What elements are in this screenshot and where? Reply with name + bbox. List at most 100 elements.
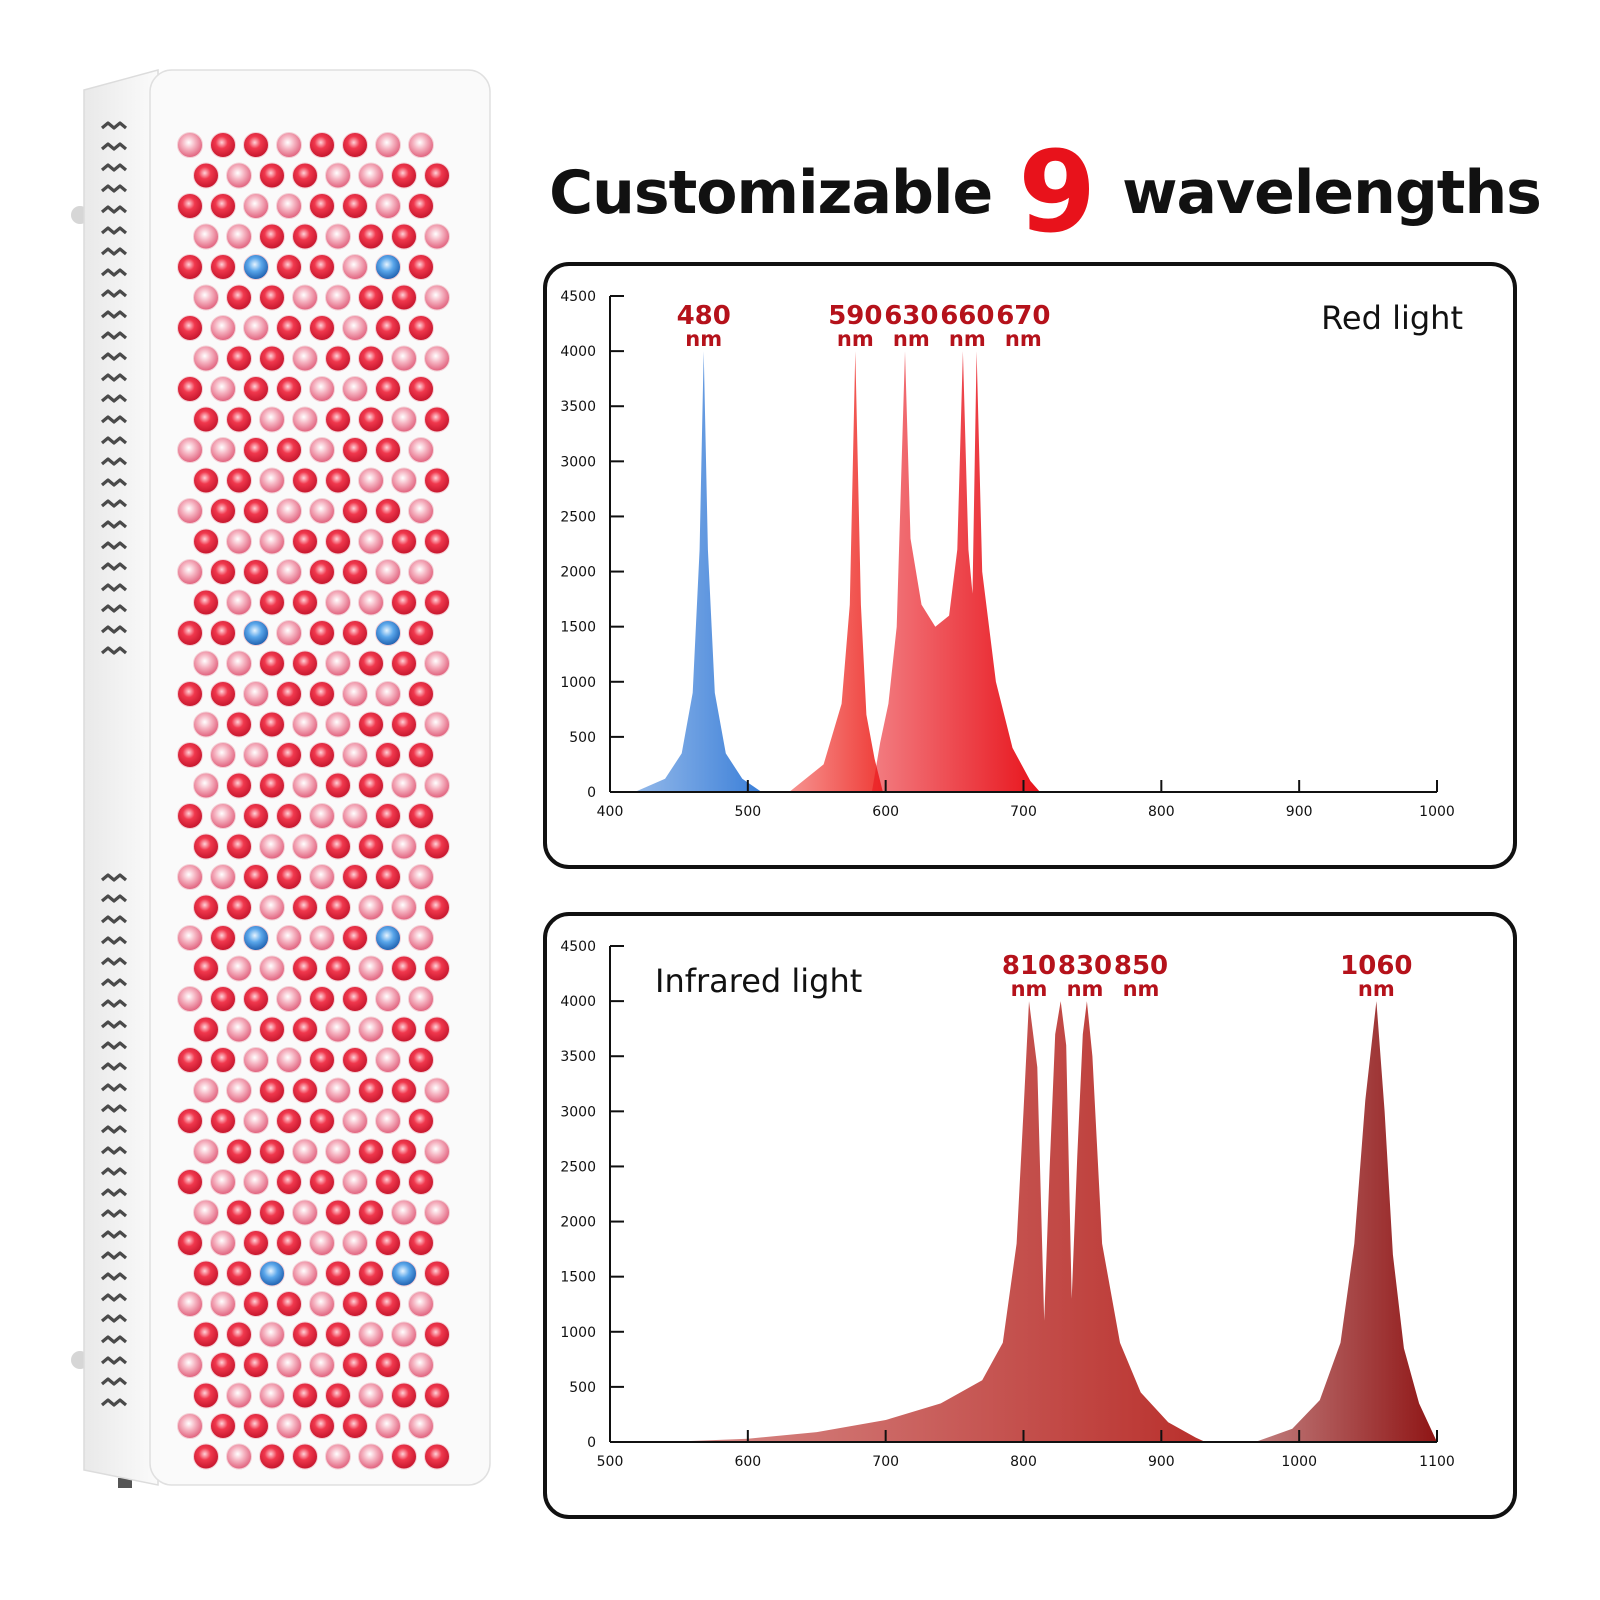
- led-pink: [177, 1291, 203, 1317]
- led-red: [226, 467, 252, 494]
- peak-unit: nm: [893, 327, 930, 351]
- vent-slot: [100, 646, 128, 655]
- led-pink: [424, 345, 450, 372]
- led-red: [259, 1138, 285, 1165]
- led-red: [210, 193, 236, 219]
- peak-unit: nm: [1123, 977, 1160, 1001]
- led-red: [424, 894, 450, 921]
- led-red: [375, 742, 401, 768]
- x-tick-label: 600: [872, 804, 899, 820]
- led-red: [193, 528, 219, 555]
- light-therapy-panel-illustration: [71, 69, 491, 1488]
- led-pink: [309, 498, 335, 524]
- led-pink: [259, 833, 285, 860]
- led-pink: [391, 406, 417, 433]
- led-red: [358, 1077, 384, 1104]
- y-tick-label: 2000: [560, 1215, 596, 1231]
- led-red: [375, 864, 401, 890]
- led-pink: [342, 681, 368, 707]
- led-red: [193, 894, 219, 921]
- y-tick-label: 2000: [560, 565, 596, 581]
- led-red: [408, 1108, 434, 1134]
- led-red: [276, 1108, 302, 1134]
- vent-slot: [100, 1377, 128, 1386]
- led-pink: [259, 955, 285, 982]
- led-red: [193, 955, 219, 982]
- led-red: [309, 1047, 335, 1073]
- y-tick-label: 4000: [560, 344, 596, 360]
- led-pink: [408, 1413, 434, 1439]
- led-red: [276, 864, 302, 890]
- led-pink: [325, 1077, 351, 1104]
- led-red: [243, 864, 269, 890]
- led-red: [342, 559, 368, 585]
- peak-unit: nm: [1011, 977, 1048, 1001]
- vent-slot: [100, 310, 128, 319]
- led-pink: [408, 437, 434, 463]
- led-red: [358, 650, 384, 677]
- led-red: [177, 1047, 203, 1073]
- led-pink: [226, 1382, 252, 1409]
- vent-slot: [100, 226, 128, 235]
- led-red: [424, 589, 450, 616]
- led-red: [292, 1321, 318, 1348]
- led-pink: [210, 437, 236, 463]
- vent-slot: [100, 1062, 128, 1071]
- led-red: [259, 589, 285, 616]
- led-red: [391, 955, 417, 982]
- led-red: [259, 1443, 285, 1470]
- led-red: [243, 1352, 269, 1378]
- led-pink: [325, 650, 351, 677]
- vent-slots: [100, 121, 128, 1407]
- spectrum-area: [1255, 1001, 1437, 1442]
- led-pink: [309, 437, 335, 463]
- led-red: [210, 620, 236, 646]
- led-pink: [177, 559, 203, 585]
- peak-unit: nm: [1067, 977, 1104, 1001]
- led-pink: [276, 1352, 302, 1378]
- y-tick-label: 0: [587, 785, 596, 801]
- led-red: [309, 193, 335, 219]
- peak-unit: nm: [685, 327, 722, 351]
- led-pink: [309, 1230, 335, 1256]
- spectrum-area: [665, 1001, 1206, 1442]
- led-blue: [375, 254, 401, 280]
- led-pink: [193, 284, 219, 311]
- led-pink: [226, 162, 252, 189]
- led-red: [391, 1077, 417, 1104]
- vent-slot: [100, 936, 128, 945]
- vent-slot: [100, 1188, 128, 1197]
- led-pink: [292, 406, 318, 433]
- peak-label-630: 630: [884, 301, 938, 331]
- led-red: [391, 711, 417, 738]
- led-red: [259, 284, 285, 311]
- led-red: [243, 803, 269, 829]
- led-red: [375, 437, 401, 463]
- led-pink: [276, 1047, 302, 1073]
- led-pink: [424, 223, 450, 250]
- led-red: [292, 1016, 318, 1043]
- panel-side: [83, 69, 159, 1486]
- led-red: [177, 681, 203, 707]
- y-tick-label: 3000: [560, 454, 596, 470]
- y-tick-label: 3500: [560, 1049, 596, 1065]
- led-pink: [292, 284, 318, 311]
- led-red: [292, 1382, 318, 1409]
- led-red: [358, 1138, 384, 1165]
- led-red: [424, 833, 450, 860]
- led-red: [210, 498, 236, 524]
- led-red: [177, 315, 203, 341]
- led-red: [325, 894, 351, 921]
- led-pink: [177, 1352, 203, 1378]
- led-red: [424, 467, 450, 494]
- led-pink: [177, 1413, 203, 1439]
- led-red: [259, 650, 285, 677]
- vent-slot: [100, 1083, 128, 1092]
- x-tick-label: 1100: [1419, 1454, 1455, 1470]
- led-pink: [375, 1108, 401, 1134]
- led-pink: [226, 955, 252, 982]
- vent-slot: [100, 541, 128, 550]
- led-red: [391, 284, 417, 311]
- y-tick-label: 4500: [560, 289, 596, 305]
- vent-slot: [100, 415, 128, 424]
